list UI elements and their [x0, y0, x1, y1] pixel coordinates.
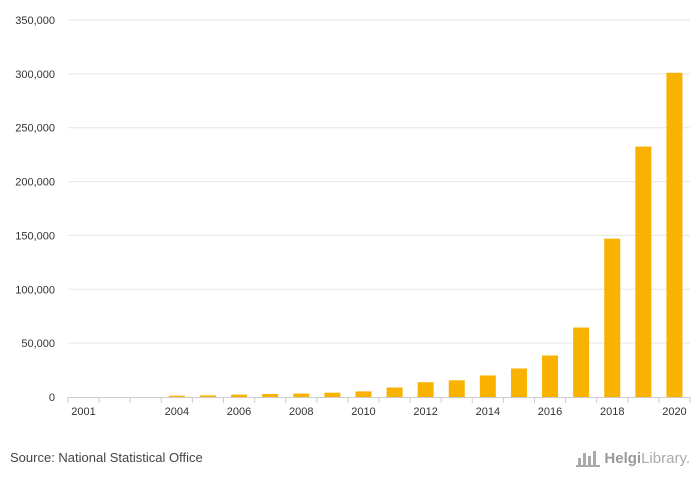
- bar-2020: [666, 72, 683, 397]
- brand-name-bold: Helgi: [604, 449, 642, 467]
- y-tick-label: 250,000: [15, 123, 55, 135]
- bar-2009: [324, 392, 341, 397]
- x-tick-label: 2018: [600, 406, 624, 418]
- y-tick-label: 50,000: [21, 338, 55, 350]
- bar-2004: [168, 395, 185, 397]
- x-tick-label: 2001: [71, 406, 95, 418]
- bar-2012: [417, 382, 434, 397]
- bar-chart: 0 50,000 100,000 150,000 200,000 250,000 300,0…: [15, 15, 691, 418]
- helgi-library-logo-icon: [576, 451, 601, 467]
- bar-2007: [262, 393, 279, 397]
- bar-2005: [199, 395, 216, 397]
- bar-2013: [448, 380, 465, 397]
- brand-name-light: Library.: [641, 449, 690, 467]
- x-tick-label: 2020: [662, 406, 686, 418]
- y-tick-label: 100,000: [15, 284, 55, 296]
- bars: [168, 72, 683, 397]
- bar-2006: [231, 394, 248, 397]
- brand-logo: HelgiLibrary.: [576, 449, 690, 467]
- x-tick-label: 2016: [538, 406, 562, 418]
- bar-2008: [293, 393, 310, 397]
- y-tick-label: 350,000: [15, 15, 55, 27]
- bar-2016: [542, 355, 559, 397]
- source-note: Source: National Statistical Office: [10, 450, 203, 465]
- grid-lines: [68, 19, 690, 344]
- bar-2011: [386, 387, 403, 397]
- bar-2010: [355, 391, 372, 397]
- y-tick-label: 0: [49, 392, 55, 404]
- bar-2015: [510, 368, 527, 397]
- x-tick-label: 2008: [289, 406, 313, 418]
- y-tick-label: 150,000: [15, 230, 55, 242]
- y-tick-label: 200,000: [15, 177, 55, 189]
- bar-2018: [604, 238, 621, 397]
- bar-2019: [635, 146, 652, 397]
- bar-2014: [479, 375, 496, 397]
- x-tick-label: 2012: [413, 406, 437, 418]
- x-tick-label: 2006: [227, 406, 251, 418]
- x-tick-label: 2014: [476, 406, 500, 418]
- y-tick-label: 300,000: [15, 69, 55, 81]
- x-tick-label: 2004: [165, 406, 189, 418]
- y-axis-ticks: 0 50,000 100,000 150,000 200,000 250,000 300,0…: [15, 15, 55, 404]
- x-axis-ticks: 2001 2004 2006 2008 2010 2012 2014 2016 2018 2020: [67, 397, 691, 418]
- x-tick-label: 2010: [351, 406, 375, 418]
- bar-2017: [573, 327, 590, 397]
